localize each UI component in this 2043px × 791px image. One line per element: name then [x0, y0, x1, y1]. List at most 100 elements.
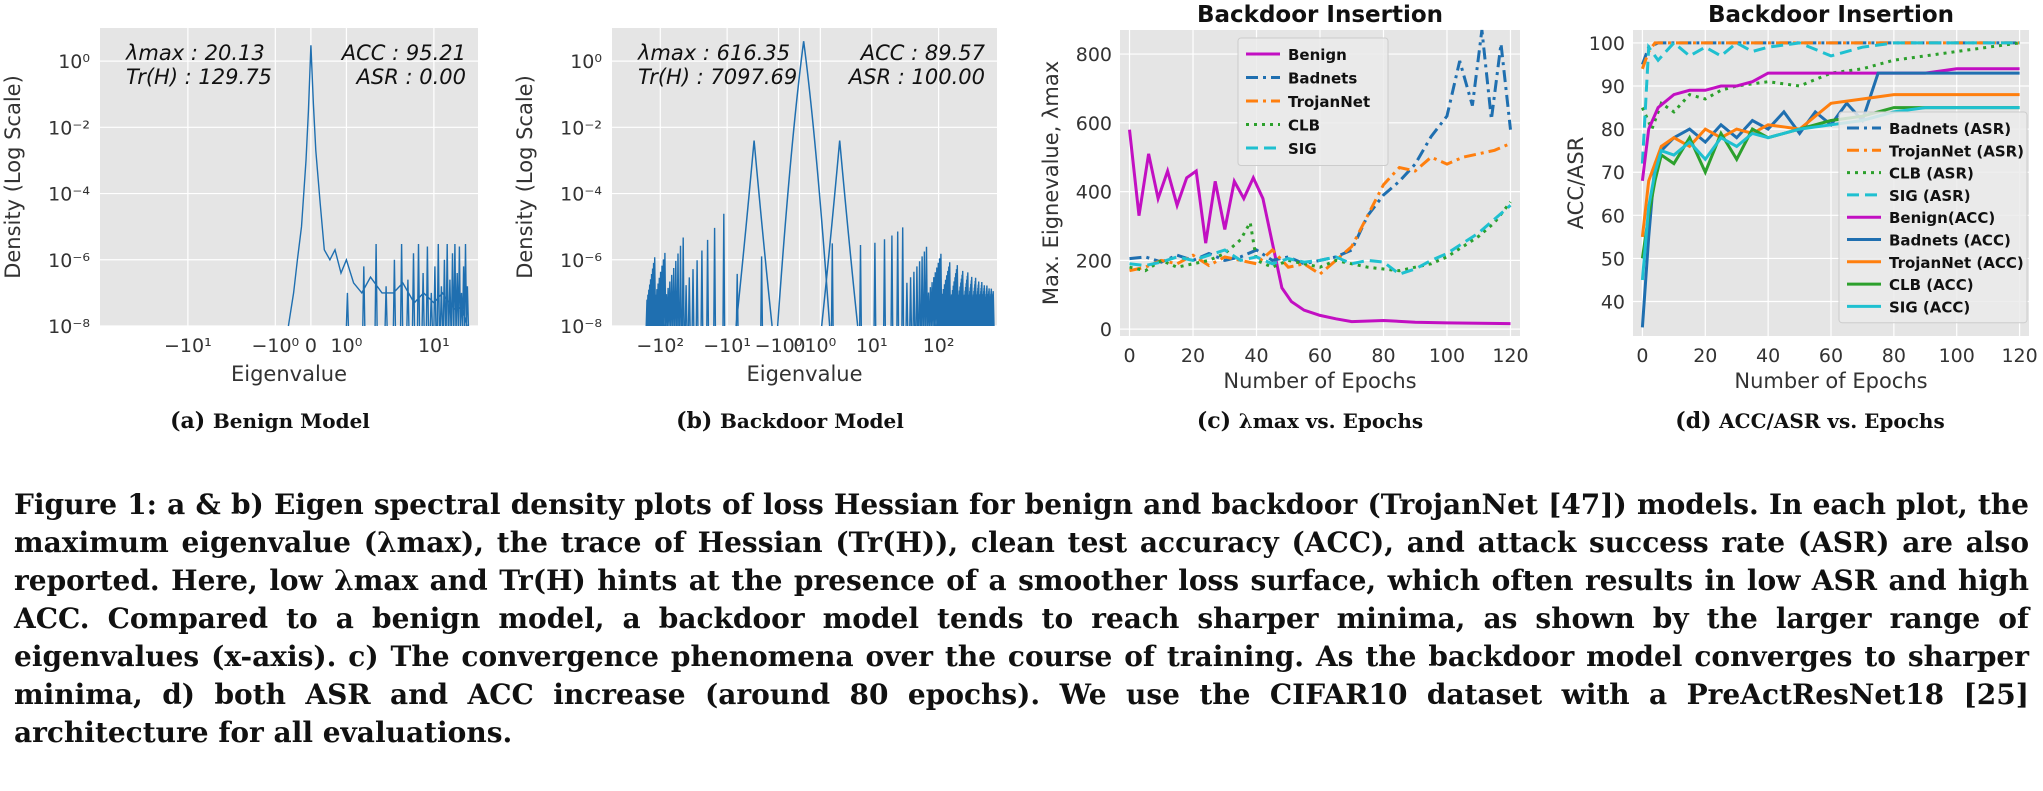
- chart-b-ytick-label: 10⁻⁶: [560, 250, 602, 272]
- chart-b-ytick-label: 10⁻⁸: [560, 316, 602, 338]
- subcaption-d-text: ACC/ASR vs. Epochs: [1719, 409, 1945, 433]
- chart-c-legend-label: Benign: [1288, 46, 1347, 64]
- chart-d-ytick-label: 90: [1601, 76, 1625, 98]
- chart-c-series-trojannet: [1129, 142, 1512, 276]
- chart-d-legend-label: Badnets (ACC): [1889, 232, 2011, 250]
- chart-d-xtick-label: 20: [1693, 345, 1717, 367]
- chart-c-ytick-label: 600: [1076, 113, 1112, 135]
- chart-c-ylabel: Max. Eignevalue, λmax: [1039, 61, 1063, 305]
- chart-b-xtick-label: 10⁰: [804, 335, 836, 357]
- chart-d-xtick-label: 100: [1939, 345, 1975, 367]
- chart-b-density-peak: [820, 140, 859, 327]
- chart-d-series-sig-asr-: [1640, 40, 2020, 164]
- subcaption-c-text: λmax vs. Epochs: [1238, 409, 1424, 433]
- chart-c-legend-label: Badnets: [1288, 70, 1357, 88]
- chart-d-series-sig-acc-: [1640, 106, 2020, 281]
- chart-b-xtick-label: −10¹: [703, 335, 751, 357]
- chart-c-xtick-label: 80: [1371, 345, 1395, 367]
- chart-d-legend-label: Benign(ACC): [1889, 209, 1995, 227]
- chart-d-legend-label: SIG (ASR): [1889, 187, 1971, 205]
- chart-c-xtick-label: 20: [1181, 345, 1205, 367]
- chart-c-ytick-label: 400: [1076, 182, 1112, 204]
- chart-d-ytick-label: 100: [1589, 33, 1625, 55]
- chart-b-ytick-label: 10⁻⁴: [560, 184, 602, 206]
- chart-c-ytick-label: 200: [1076, 250, 1112, 272]
- subcaption-d-label: (d): [1675, 408, 1712, 434]
- chart-c-xtick-label: 40: [1244, 345, 1268, 367]
- chart-d-legend-label: TrojanNet (ACC): [1889, 254, 2024, 272]
- chart-c-title: Backdoor Insertion: [1197, 2, 1443, 28]
- chart-c-legend-label: TrojanNet: [1288, 93, 1370, 111]
- chart-a-ylabel: Density (Log Scale): [1, 75, 25, 279]
- chart-a-density-line: [287, 45, 470, 327]
- chart-d-ytick-label: 40: [1601, 292, 1625, 314]
- chart-a-xtick-label: 0: [305, 335, 317, 357]
- chart-c-series-benign: [1128, 129, 1511, 326]
- chart-b-annotation-acc: ACC : 89.57: [859, 41, 986, 65]
- chart-d-ylabel: ACC/ASR: [1564, 137, 1588, 230]
- subcaption-a-label: (a): [170, 408, 206, 434]
- chart-c-xlabel: Number of Epochs: [1223, 369, 1416, 393]
- chart-d-title: Backdoor Insertion: [1708, 2, 1954, 28]
- subcaption-c-label: (c): [1196, 408, 1232, 434]
- chart-a-annotation-lmax: λmax : 20.13: [125, 41, 265, 65]
- subcaption-b: (b) Backdoor Model: [640, 408, 940, 434]
- chart-b-xtick-label: −10⁰: [755, 335, 803, 357]
- chart-b-density-peak: [735, 140, 773, 327]
- chart-a-annotation-asr: ASR : 0.00: [355, 65, 466, 89]
- chart-b-annotation-asr: ASR : 100.00: [847, 65, 985, 89]
- chart-a-xtick-label: 10⁰: [331, 335, 363, 357]
- chart-d-ytick-label: 70: [1601, 162, 1625, 184]
- subcaption-b-text: Backdoor Model: [720, 409, 904, 433]
- chart-a-ytick-label: 10⁻²: [48, 117, 90, 139]
- chart-c-ytick-label: 0: [1100, 319, 1112, 341]
- subcaption-a: (a) Benign Model: [130, 408, 410, 434]
- chart-b-ytick-label: 10⁻²: [560, 117, 602, 139]
- chart-d-xtick-label: 40: [1756, 345, 1780, 367]
- chart-b-xtick-label: 10²: [923, 335, 955, 357]
- chart-a-annotation-acc: ACC : 95.21: [340, 41, 466, 65]
- chart-d-legend: [1838, 111, 2028, 324]
- chart-d-legend-label: CLB (ASR): [1889, 165, 1974, 183]
- subcaption-c: (c) λmax vs. Epochs: [1160, 408, 1460, 434]
- chart-c-xtick-label: 100: [1429, 345, 1465, 367]
- subcaption-d: (d) ACC/ASR vs. Epochs: [1660, 408, 1960, 434]
- chart-a-xtick-label: −10¹: [164, 335, 212, 357]
- chart-c-series-sig: [1129, 204, 1512, 276]
- chart-c-legend: [1237, 37, 1389, 166]
- subcaption-a-text: Benign Model: [212, 409, 370, 433]
- chart-b-xlabel: Eigenvalue: [746, 362, 862, 386]
- chart-c-ytick-label: 800: [1076, 44, 1112, 66]
- chart-b-density-peak: [776, 41, 831, 327]
- chart-d-xlabel: Number of Epochs: [1734, 369, 1927, 393]
- chart-d-legend-label: TrojanNet (ASR): [1889, 142, 2024, 160]
- chart-d-series-trojannet-asr-: [1640, 41, 2020, 70]
- chart-b-density-line: [645, 213, 995, 327]
- chart-a-ytick-label: 10⁰: [58, 51, 90, 73]
- chart-b-xtick-label: 10¹: [856, 335, 888, 357]
- chart-a-plot-area: [100, 28, 478, 326]
- chart-b-annotation-lmax: λmax : 616.35: [637, 41, 790, 65]
- chart-d-legend-label: SIG (ACC): [1889, 298, 1970, 316]
- chart-b-ylabel: Density (Log Scale): [513, 75, 537, 279]
- chart-d-ytick-label: 80: [1601, 119, 1625, 141]
- chart-a-xtick-label: 10¹: [418, 335, 450, 357]
- chart-b-xtick-label: 0: [793, 335, 805, 357]
- chart-d-xtick-label: 60: [1819, 345, 1843, 367]
- chart-a-ytick-label: 10⁻⁶: [48, 250, 90, 272]
- chart-a-xtick-label: −10⁰: [251, 335, 299, 357]
- chart-a-ytick-label: 10⁻⁴: [48, 184, 90, 206]
- figure-caption: Figure 1: a & b) Eigen spectral density …: [14, 488, 2029, 749]
- chart-a-xlabel: Eigenvalue: [231, 362, 347, 386]
- subcaption-b-label: (b): [676, 408, 713, 434]
- chart-d-ytick-label: 60: [1601, 205, 1625, 227]
- chart-d-legend-label: CLB (ACC): [1889, 276, 1974, 294]
- chart-c-xtick-label: 60: [1308, 345, 1332, 367]
- chart-a-annotation-trace: Tr(H) : 129.75: [126, 65, 272, 89]
- chart-c-legend-label: SIG: [1288, 140, 1317, 158]
- chart-d-xtick-label: 80: [1882, 345, 1906, 367]
- chart-c-xtick-label: 0: [1123, 345, 1135, 367]
- chart-b-xtick-label: −10²: [636, 335, 684, 357]
- chart-c-series-clb: [1129, 200, 1512, 273]
